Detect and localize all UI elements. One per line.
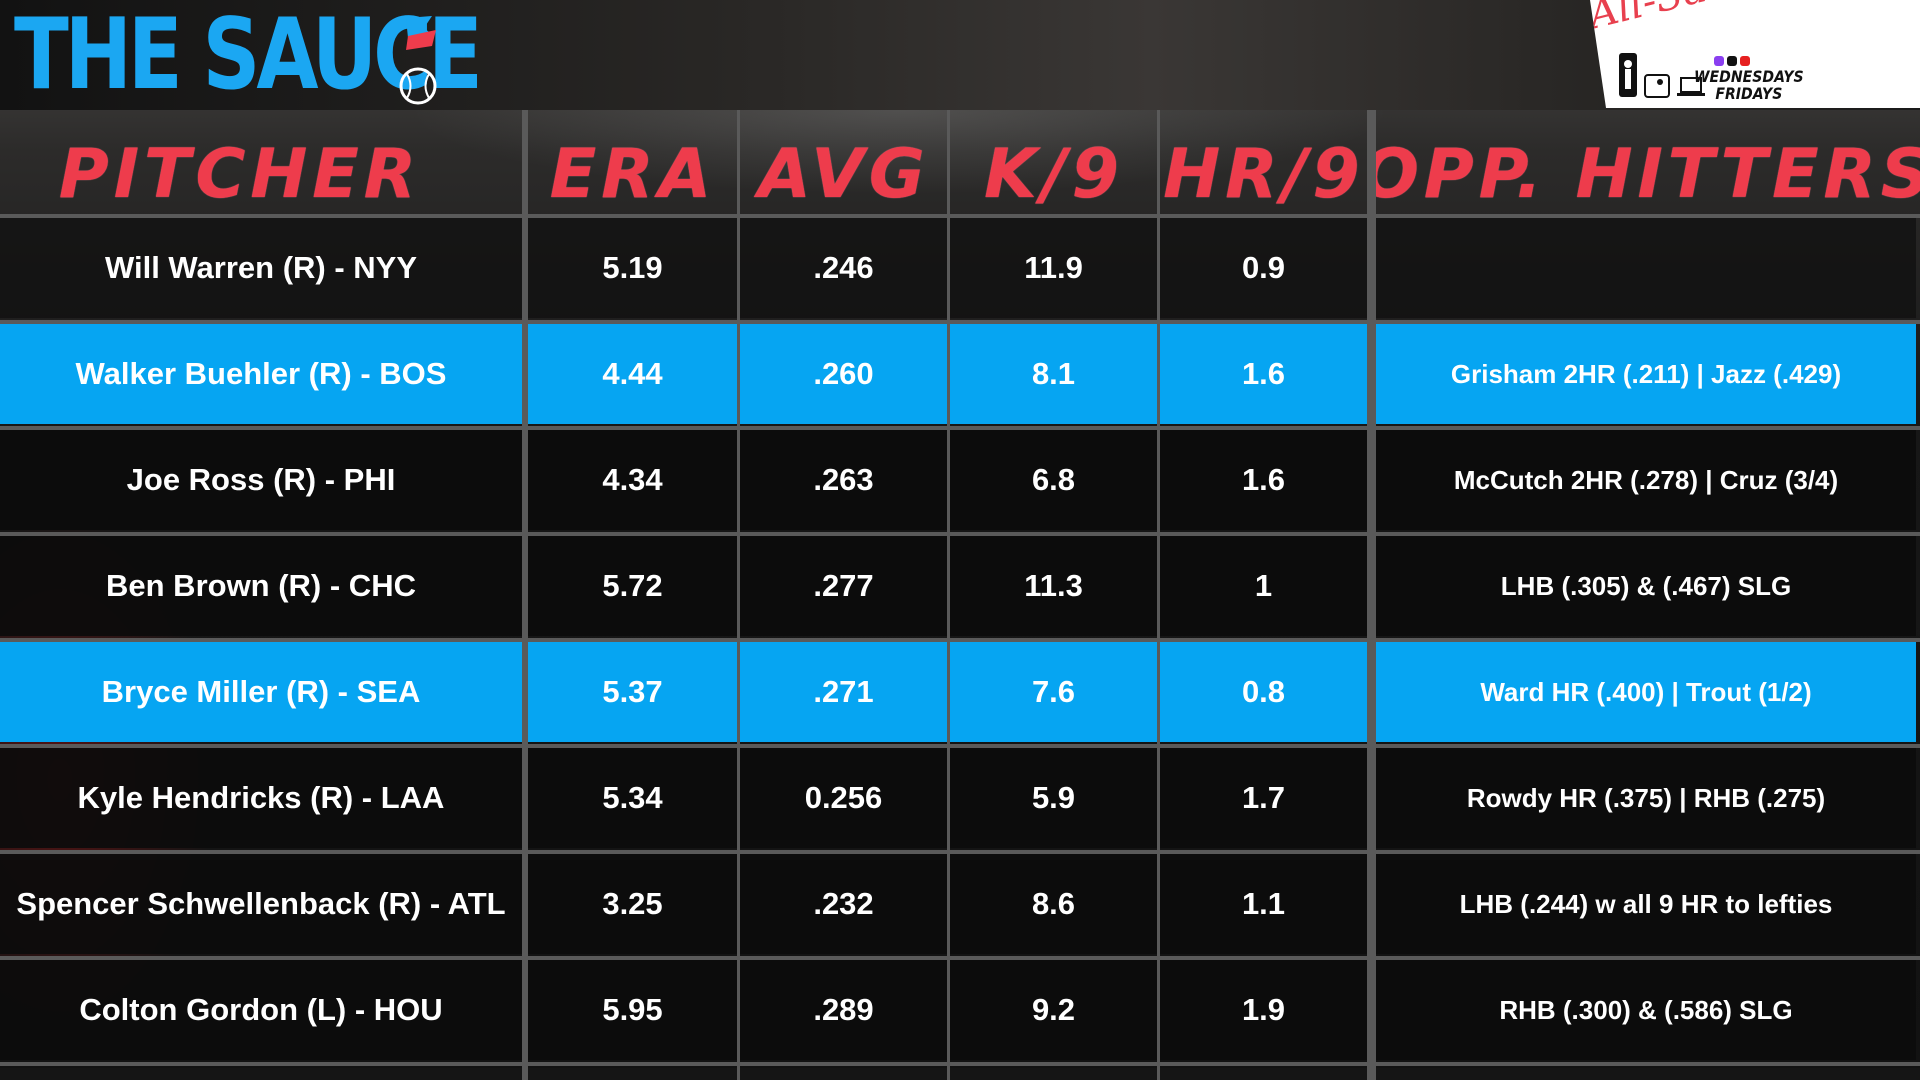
table-row: Ben Brown (R) - CHC 5.72.277 11.3 1 LHB (.30… [0,536,1920,636]
cell-k9: 6.8 [950,430,1157,530]
mlb-logo-icon [1644,74,1670,98]
column-divider [1157,110,1160,1080]
cell-hr9: 1.7 [1160,748,1367,848]
table-header-row: PITCHER ERA AVG K/9 HR/9 OPP. HITTERS [0,110,1920,218]
cell-avg: .263 [740,430,947,530]
all-sauce-team-badge: All-Sauce Team WEDNESDAYS FRIDAYS [1590,0,1920,108]
cell-era: 5.72 [528,536,737,636]
cell-hr9: 1.6 [1160,324,1367,424]
cell-k9: 9.2 [950,960,1157,1060]
twitch-icon [1714,56,1724,66]
cell-k9: 7.6 [950,642,1157,742]
cell-avg: 0.256 [740,748,947,848]
badge-league-icons [1618,52,1706,98]
column-divider [1367,110,1376,1080]
baseball-icon [399,67,437,105]
cell-pitcher: Spencer Schwellenback (R) - ATL [0,854,522,954]
badge-social-icons [1714,56,1750,66]
header-avg: AVG [758,135,930,214]
cell-pitcher: Ben Brown (R) - CHC [0,536,522,636]
row-divider [0,426,1920,430]
cell-pitcher: Bryce Miller (R) - SEA [0,642,522,742]
cell-opp-hitters: LHB (.305) & (.467) SLG [1376,536,1916,636]
table-row: Spencer Schwellenback (R) - ATL 3.25.232 8… [0,854,1920,954]
cell-opp-hitters: McCutch 2HR (.278) | Cruz (3/4) [1376,430,1916,530]
table-row: Colton Gordon (L) - HOU 5.95.289 9.2 1.9 RHB… [0,960,1920,1060]
cell-opp-hitters: RHB (.300) & (.586) SLG [1376,960,1916,1060]
cell-hr9: 0.8 [1160,642,1367,742]
cell-hr9: 0.9 [1160,218,1367,318]
brand-icons [396,8,442,108]
row-divider [0,638,1920,642]
table-row: Joe Ross (R) - PHI 4.34.263 6.8 1.6 McCutch … [0,430,1920,530]
table-row: Bryce Miller (R) - SEA 5.37.271 7.6 0.8 Ward… [0,642,1920,742]
cell-opp-hitters [1376,218,1916,318]
cell-avg: .246 [740,218,947,318]
table-row: Walker Buehler (R) - BOS 4.44.260 8.1 1.6 Gr… [0,324,1920,424]
cell-pitcher: Joe Ross (R) - PHI [0,430,522,530]
cell-avg: .260 [740,324,947,424]
badge-script-title: All-Sauce Team [1590,0,1899,39]
table-row: Kyle Hendricks (R) - LAA 5.34 0.256 5.9 1.7 R… [0,748,1920,848]
cell-era: 3.25 [528,854,737,954]
badge-days-line1: WEDNESDAYS [1694,67,1804,86]
row-divider [0,956,1920,960]
pitcher-table: PITCHER ERA AVG K/9 HR/9 OPP. HITTERS Wi… [0,110,1920,1080]
header-hr9: HR/9 [1163,135,1365,214]
badge-days-line2: FRIDAYS [1715,84,1783,103]
cell-opp-hitters: Ward HR (.400) | Trout (1/2) [1376,642,1916,742]
cell-opp-hitters: Grisham 2HR (.211) | Jazz (.429) [1376,324,1916,424]
cell-k9: 11.9 [950,218,1157,318]
cell-hr9: 1 [1160,536,1367,636]
flag-icon [406,16,436,50]
header-era: ERA [549,135,717,214]
cell-k9: 8.6 [950,854,1157,954]
header-opp-hitters: OPP. HITTERS [1376,135,1920,214]
cell-hr9: 1.1 [1160,854,1367,954]
cell-era: 5.34 [528,748,737,848]
cell-era: 5.37 [528,642,737,742]
cell-avg: .277 [740,536,947,636]
table-bottom-strip [0,1068,1920,1080]
cell-pitcher: Colton Gordon (L) - HOU [0,960,522,1060]
cell-era: 5.95 [528,960,737,1060]
badge-schedule: WEDNESDAYS FRIDAYS [1694,68,1804,102]
cell-era: 4.34 [528,430,737,530]
cell-hr9: 1.6 [1160,430,1367,530]
x-icon [1727,56,1737,66]
cell-pitcher: Will Warren (R) - NYY [0,218,522,318]
brand-title: THE SAUCE [14,0,483,112]
column-divider [737,110,740,1080]
cell-opp-hitters: LHB (.244) w all 9 HR to lefties [1376,854,1916,954]
row-divider [0,1062,1920,1066]
cell-opp-hitters: Rowdy HR (.375) | RHB (.275) [1376,748,1916,848]
laptop-icon [1677,77,1705,96]
row-divider [0,214,1920,218]
brand-logo: THE SAUCE [14,4,581,106]
cell-avg: .289 [740,960,947,1060]
header-bar: THE SAUCE All-Sauce Team [0,0,1920,110]
cell-era: 4.44 [528,324,737,424]
cell-k9: 8.1 [950,324,1157,424]
cell-hr9: 1.9 [1160,960,1367,1060]
cell-pitcher: Walker Buehler (R) - BOS [0,324,522,424]
column-divider [947,110,950,1080]
column-divider [522,110,528,1080]
cell-avg: .232 [740,854,947,954]
cell-pitcher: Kyle Hendricks (R) - LAA [0,748,522,848]
youtube-icon [1740,56,1750,66]
cell-k9: 5.9 [950,748,1157,848]
row-divider [0,320,1920,324]
header-k9: K/9 [984,135,1124,214]
cell-k9: 11.3 [950,536,1157,636]
row-divider [0,850,1920,854]
row-divider [0,744,1920,748]
nba-logo-icon [1619,53,1637,97]
table-row: Will Warren (R) - NYY 5.19.246 11.9 0.9 [0,218,1920,318]
cell-avg: .271 [740,642,947,742]
row-divider [0,532,1920,536]
cell-era: 5.19 [528,218,737,318]
header-pitcher: PITCHER [58,135,422,214]
